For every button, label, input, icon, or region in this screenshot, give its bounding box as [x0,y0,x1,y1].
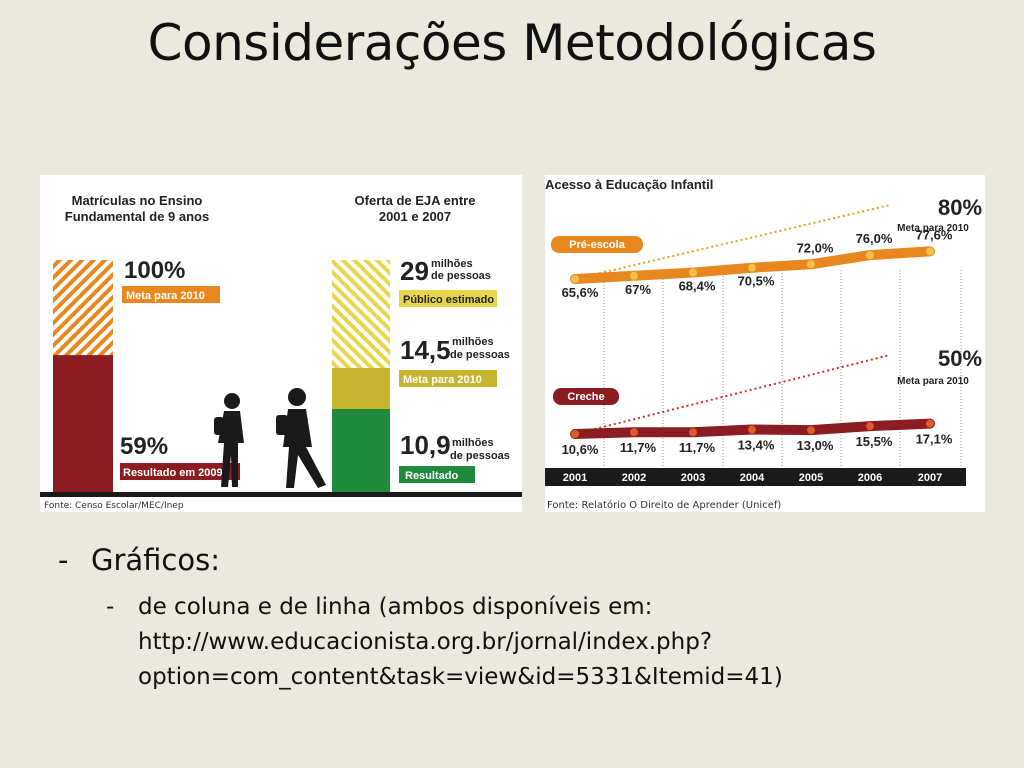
bullet-sub-line-3: option=com_content&task=view&id=5331&Ite… [138,664,783,690]
series-0-point-2006 [866,251,874,260]
chart2-public-label: Público estimado [403,294,494,306]
ground-line [40,492,522,497]
series-1-point-2002 [630,428,638,437]
x-tick-2006: 2006 [858,472,882,484]
target-value-1: 50% [938,346,982,371]
series-name-1: Creche [567,391,604,403]
bullet-main-text: Gráficos: [91,543,220,577]
x-axis-ticks: 2001 2002 2003 2004 2005 2006 2007 [563,472,942,484]
chart1-result-label: Resultado em 2009 [123,467,223,479]
chart2-result-label-bg [399,466,475,483]
chart2-bar-result [332,409,390,492]
series-0-point-2005 [807,260,815,269]
students-illustration [214,388,326,488]
column-charts-panel: Matrículas no Ensino Fundamental de 9 an… [40,175,522,512]
chart2-meta-label: Meta para 2010 [403,374,482,386]
chart1-title-line2: Fundamental de 9 anos [65,209,209,224]
series-1-label-2007: 17,1% [916,432,953,447]
chart1-target-label-bg [122,286,220,303]
series-1-label-2001: 10,6% [562,442,599,457]
chart1-target-label: Meta para 2010 [126,290,205,302]
chart1-bar-result [53,355,113,492]
chart2-meta-unit-1: milhões [452,336,494,348]
series-1-point-2004 [748,425,756,434]
series-1-point-2001 [571,430,579,438]
target-label-1: Meta para 2010 [897,376,969,387]
series-1-label-2003: 11,7% [679,440,716,455]
chart2-result-value: 10,9 [400,430,451,460]
x-tick-2002: 2002 [622,472,646,484]
bullet-main: - Gráficos: [58,543,220,577]
x-tick-2001: 2001 [563,472,587,484]
series-0-label-2004: 70,5% [738,274,775,289]
chart1-source: Fonte: Censo Escolar/MEC/Inep [44,501,184,511]
series-name-0: Pré-escola [569,239,626,251]
chart2-meta-label-bg [399,370,497,387]
series-0-label-2005: 72,0% [797,240,834,255]
series-0-label-2001: 65,6% [562,285,599,300]
chart2-public-value: 29 [400,256,429,286]
series-1-label-2005: 13,0% [797,438,834,453]
target-projection-1 [574,354,891,435]
bullet-sub-text: de coluna e de linha (ambos disponíveis … [138,590,958,695]
line-chart-svg: Acesso à Educação Infantil 80% Meta para … [545,177,982,511]
series-0-point-2002 [630,271,638,280]
chart2-result-unit-2: de pessoas [450,450,510,462]
chart1-result-label-bg [120,463,240,480]
chart1-title-line1: Matrículas no Ensino [72,193,203,208]
target-projection-0 [574,204,891,280]
chart2-meta-value: 14,5 [400,335,451,365]
bullet-sub: - de coluna e de linha (ambos disponívei… [106,590,958,695]
series-badge-0 [551,236,643,253]
series-0-point-2001 [571,275,579,283]
line-chart-title: Acesso à Educação Infantil [545,177,713,192]
chart2-meta-unit-2: de pessoas [450,349,510,361]
column-charts-svg: Matrículas no Ensino Fundamental de 9 an… [40,193,522,511]
x-axis-band [545,468,966,486]
series-0-label-2007: 77,6% [916,227,953,242]
chart1-result-value: 59% [120,433,168,460]
series-0-point-2007 [926,247,934,256]
chart2-title-line2: 2001 e 2007 [379,209,451,224]
line-chart-panel: Acesso à Educação Infantil 80% Meta para … [545,175,985,512]
bullet-list: - Gráficos: - de coluna e de linha (ambos… [58,540,958,695]
slide-title: Considerações Metodológicas [147,14,877,72]
chart1-target-value: 100% [124,257,185,284]
series-0-label-2002: 67% [625,282,651,297]
chart2-public-unit-2: de pessoas [431,270,491,282]
x-tick-2005: 2005 [799,472,823,484]
line-chart-source: Fonte: Relatório O Direito de Aprender (… [547,499,781,511]
series-badge-1 [553,388,619,405]
series-1-label-2002: 11,7% [620,440,657,455]
series-0-label-2006: 76,0% [856,231,893,246]
x-tick-2007: 2007 [918,472,942,484]
series-0-label-2003: 68,4% [679,279,716,294]
line-chart-targets: 80% Meta para 2010 50% Meta para 2010 [574,195,982,435]
target-value-0: 80% [938,195,982,220]
line-chart-series: 65,6% 67% 68,4% 70,5% 72,0% 76,0% 77,6% Pré-esc… [551,227,953,457]
target-label-0: Meta para 2010 [897,223,969,234]
series-1-point-2003 [689,428,697,437]
bullet-sub-line-1: de coluna e de linha (ambos disponíveis … [138,594,653,620]
chart2-public-unit-1: milhões [431,258,473,270]
chart2-result-label: Resultado [405,470,458,482]
bullet-sub-line-2: http://www.educacionista.org.br/jornal/i… [138,629,713,655]
series-1-point-2005 [807,426,815,435]
series-0-point-2004 [748,263,756,272]
chart2-title-line1: Oferta de EJA entre [355,193,476,208]
chart2-result-unit-1: milhões [452,437,494,449]
chart2-public-label-bg [399,290,497,307]
x-tick-2003: 2003 [681,472,705,484]
x-tick-2004: 2004 [740,472,765,484]
series-0-point-2003 [689,268,697,277]
series-1-label-2004: 13,4% [738,438,775,453]
line-chart-gridlines [603,270,962,468]
series-1-label-2006: 15,5% [856,434,893,449]
series-1-point-2006 [866,422,874,431]
series-1-point-2007 [926,419,934,428]
